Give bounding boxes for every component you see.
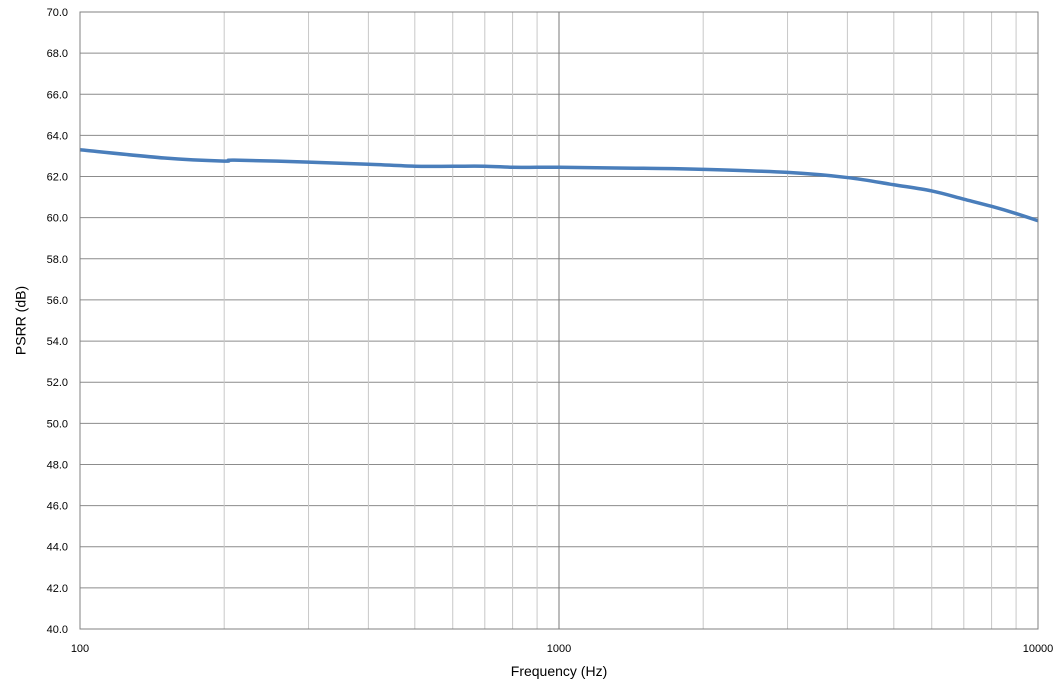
x-axis-title: Frequency (Hz) [511, 663, 607, 679]
x-tick-labels: 100 1000 10000 [71, 643, 1053, 655]
y-tick-label: 48.0 [47, 459, 68, 471]
y-tick-label: 46.0 [47, 501, 68, 513]
y-tick-label: 50.0 [47, 418, 68, 430]
y-tick-label: 60.0 [47, 213, 68, 225]
y-tick-label: 64.0 [47, 130, 68, 142]
y-axis-title: PSRR (dB) [13, 286, 29, 355]
x-tick-label: 10000 [1023, 643, 1054, 655]
y-tick-label: 42.0 [47, 583, 68, 595]
y-tick-label: 54.0 [47, 336, 68, 348]
y-tick-label: 70.0 [47, 7, 68, 19]
y-tick-labels: 40.0 42.0 44.0 46.0 48.0 50.0 52.0 54.0 56.0 58.0… [47, 7, 68, 636]
plot-frame [79, 11, 1039, 630]
series-line [79, 148, 1039, 223]
y-tick-label: 52.0 [47, 377, 68, 389]
y-tick-label: 68.0 [47, 48, 68, 60]
y-tick-label: 58.0 [47, 254, 68, 266]
y-tick-label: 62.0 [47, 172, 68, 184]
y-tick-label: 44.0 [47, 542, 68, 554]
y-tick-label: 66.0 [47, 89, 68, 101]
y-tick-label: 56.0 [47, 295, 68, 307]
x-tick-label: 1000 [547, 643, 571, 655]
x-tick-label: 100 [71, 643, 89, 655]
grid [80, 11, 1038, 630]
y-tick-label: 40.0 [47, 624, 68, 636]
series-group [79, 148, 1039, 223]
